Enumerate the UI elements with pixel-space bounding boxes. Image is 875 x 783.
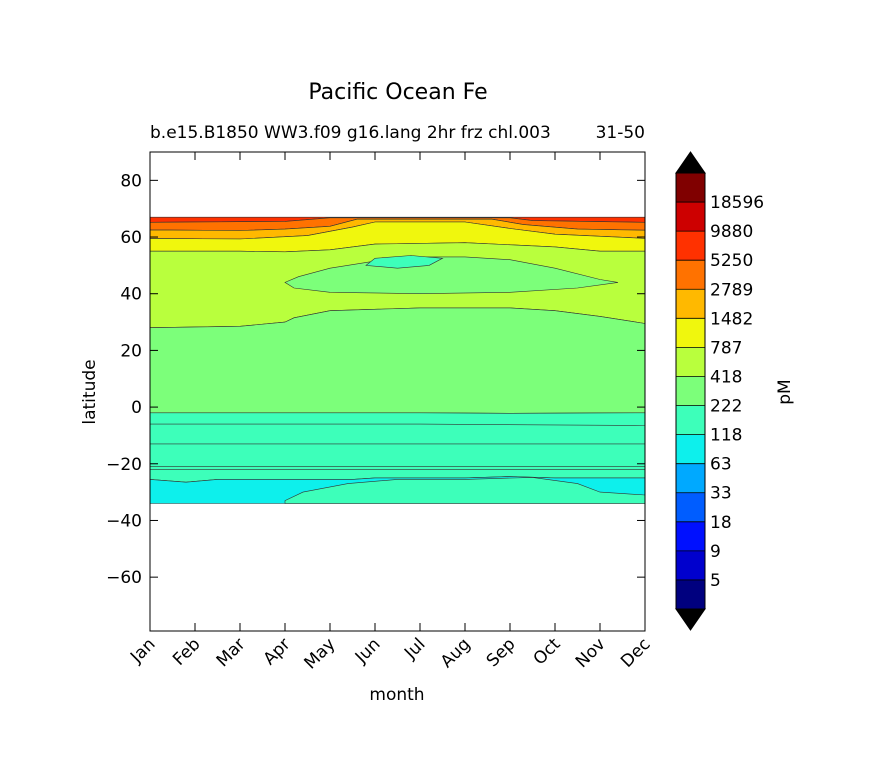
colorbar-tick-label: 9 (710, 542, 721, 562)
colorbar-tick-label: 33 (710, 484, 732, 504)
x-tick-label: Jul (400, 634, 429, 663)
x-tick-label: Aug (437, 634, 475, 672)
colorbar-swatch (676, 521, 705, 551)
colorbar-swatch (676, 231, 705, 261)
chart-title: Pacific Ocean Fe (308, 80, 487, 105)
plot-frame (149, 151, 646, 632)
colorbar-tick-label: 5 (710, 571, 721, 591)
colorbar-swatch (676, 492, 705, 522)
chart-subtitle-right: 31-50 (596, 123, 645, 143)
y-tick-label: −60 (106, 568, 142, 588)
x-tick-label: Dec (617, 634, 654, 671)
colorbar-swatch (676, 173, 705, 203)
y-tick-label: 40 (120, 285, 142, 305)
y-axis: 80 60 40 20 0 −20 −40 −60 (106, 171, 645, 588)
y-tick-label: −40 (106, 511, 142, 531)
colorbar-swatch (676, 550, 705, 580)
contour-blob-midlat (284, 256, 619, 295)
contour-band-118 (150, 412, 645, 483)
colorbar-swatch (676, 434, 705, 464)
x-tick-label: Apr (260, 634, 295, 669)
colorbar-tick-label: 5250 (710, 251, 753, 271)
x-tick-label: May (301, 634, 340, 673)
contour-spot-midlat (365, 255, 444, 269)
contour-band-tropics (150, 423, 645, 445)
y-axis-label: latitude (80, 359, 100, 424)
colorbar-swatch (676, 260, 705, 290)
colorbar-under-arrow (675, 608, 706, 631)
colorbar-swatch (676, 405, 705, 435)
colorbar-swatch (676, 289, 705, 319)
plot-area (150, 216, 645, 504)
colorbar-swatch (676, 347, 705, 377)
y-tick-label: 60 (120, 228, 142, 248)
y-tick-label: 0 (131, 398, 142, 418)
x-tick-label: Jan (126, 634, 159, 667)
colorbar-label: pM (775, 379, 795, 404)
colorbar-tick-label: 418 (710, 367, 742, 387)
x-tick-label: Oct (530, 634, 565, 669)
y-tick-label: 80 (120, 171, 142, 191)
x-tick-label: Jun (351, 634, 385, 668)
y-tick-label: −20 (106, 455, 142, 475)
colorbar-tick-label: 63 (710, 455, 732, 475)
colorbar-swatch (676, 579, 705, 609)
x-tick-label: Feb (169, 634, 204, 669)
colorbar-over-arrow (675, 151, 706, 174)
x-tick-label: Mar (213, 634, 250, 671)
chart-subtitle-left: b.e15.B1850 WW3.f09 g16.lang 2hr frz chl… (150, 123, 551, 143)
contour-line-south (150, 466, 645, 470)
y-tick-label: 20 (120, 341, 142, 361)
contour-patch-south (284, 477, 645, 504)
x-axis-label: month (369, 685, 424, 705)
colorbar-tick-label: 118 (710, 426, 742, 446)
colorbar-tick-label: 18 (710, 513, 732, 533)
colorbar: 5 9 18 33 63 118 222 418 787 1482 2789 5250 9880 1859… (675, 151, 764, 631)
colorbar-swatch (676, 376, 705, 406)
colorbar-tick-label: 18596 (710, 193, 764, 213)
colorbar-swatch (676, 318, 705, 348)
colorbar-tick-label: 2789 (710, 280, 753, 300)
x-tick-label: Sep (483, 634, 520, 671)
colorbar-tick-label: 787 (710, 338, 742, 358)
colorbar-tick-label: 222 (710, 397, 742, 417)
colorbar-swatch (676, 202, 705, 232)
colorbar-tick-label: 1482 (710, 309, 753, 329)
colorbar-frame (675, 172, 706, 610)
x-tick-label: Nov (572, 634, 610, 672)
colorbar-tick-label: 9880 (710, 222, 753, 242)
colorbar-swatch (676, 463, 705, 493)
